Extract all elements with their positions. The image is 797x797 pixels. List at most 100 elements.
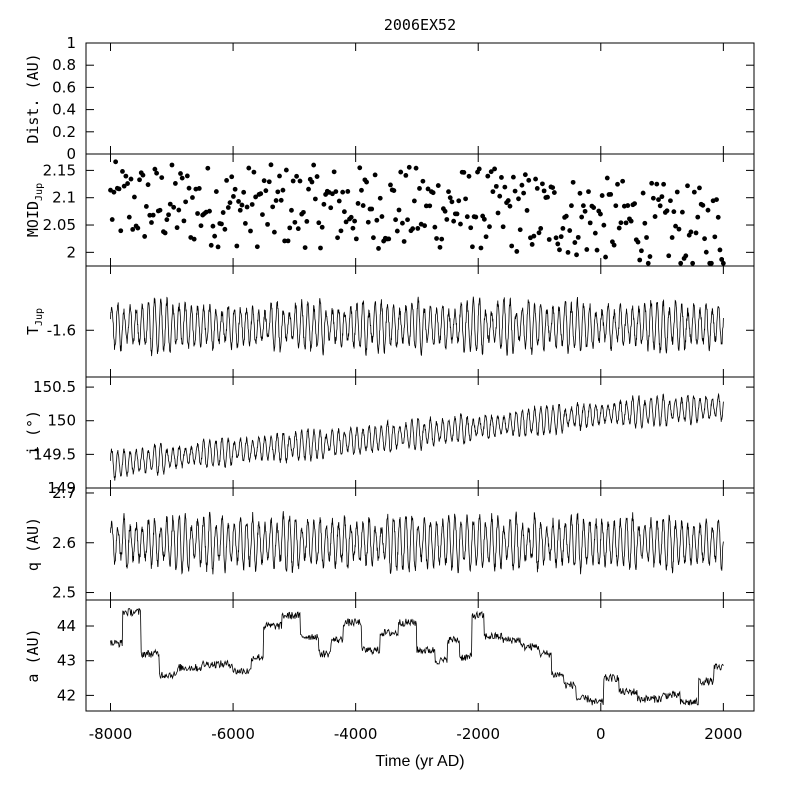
data-point: [309, 179, 315, 185]
data-point: [113, 159, 119, 165]
data-point: [555, 241, 561, 247]
data-point: [249, 202, 255, 207]
data-point: [150, 212, 156, 218]
data-point: [705, 207, 711, 213]
data-point: [120, 169, 125, 174]
y-tick-label-dist: 1: [66, 34, 76, 52]
data-point: [391, 188, 397, 193]
data-point: [306, 186, 311, 192]
y-tick-label-moid: 2.15: [43, 161, 76, 179]
panel-frame-dist: [85, 42, 755, 155]
data-point: [198, 223, 204, 229]
data-point: [656, 197, 661, 203]
data-point: [352, 218, 358, 224]
data-point: [444, 217, 450, 222]
data-point: [295, 226, 301, 232]
data-point: [579, 214, 585, 220]
y-axis-label-text: Dist. (AU): [24, 53, 42, 143]
data-point: [331, 169, 337, 175]
y-tick-label-dist: 0.2: [52, 123, 76, 141]
x-tick-label: -2000: [456, 725, 500, 743]
data-point: [483, 234, 489, 240]
data-point: [345, 189, 351, 194]
data-point: [464, 214, 470, 220]
data-point: [618, 220, 624, 226]
y-tick-label-incl: 149.5: [33, 445, 76, 463]
data-point: [109, 217, 115, 222]
data-point: [167, 201, 173, 207]
data-point: [415, 226, 421, 231]
data-point: [536, 230, 542, 236]
data-point: [403, 172, 409, 178]
data-point: [668, 198, 673, 204]
x-axis: -8000 -6000 -4000 -2000 0 2000: [89, 725, 743, 743]
data-point: [411, 198, 417, 204]
data-point: [253, 194, 259, 200]
data-point: [529, 242, 535, 247]
data-point: [219, 221, 224, 227]
data-point: [577, 190, 583, 196]
data-point: [304, 218, 310, 224]
data-point: [435, 183, 441, 188]
data-point: [283, 167, 289, 173]
data-point: [608, 192, 614, 197]
data-point: [207, 208, 212, 214]
data-point: [657, 203, 663, 209]
data-point: [423, 203, 429, 209]
data-point: [275, 189, 281, 195]
y-tick-label-a: 44: [57, 617, 76, 635]
x-tick-label: 0: [596, 725, 606, 743]
data-point: [574, 252, 579, 258]
data-point: [181, 218, 187, 224]
data-point: [456, 198, 462, 204]
data-point: [179, 175, 185, 181]
data-point: [297, 178, 303, 184]
data-point: [311, 162, 317, 168]
data-point: [492, 166, 498, 172]
data-point: [447, 195, 453, 201]
panel-frame-incl: [85, 376, 755, 489]
data-point: [432, 224, 438, 230]
data-point: [145, 182, 151, 188]
data-point: [534, 185, 540, 191]
y-tick-label-moid: 2: [66, 243, 76, 261]
y-tick-label-a: 42: [57, 686, 76, 704]
data-point: [488, 169, 494, 175]
data-point: [364, 179, 369, 185]
data-point: [691, 189, 697, 195]
data-point: [178, 171, 183, 176]
series-incl-line: [110, 392, 724, 481]
data-point: [237, 207, 243, 213]
y-tick-label-q: 2.7: [52, 484, 76, 502]
data-point: [497, 193, 503, 199]
data-point: [551, 190, 557, 195]
data-point: [644, 235, 649, 240]
data-point: [277, 173, 282, 179]
data-point: [196, 186, 202, 191]
data-point: [282, 238, 288, 244]
data-point: [336, 198, 342, 204]
data-point: [674, 189, 680, 195]
data-point: [183, 199, 189, 205]
data-point: [720, 260, 726, 266]
data-point: [714, 197, 719, 203]
data-point: [357, 165, 363, 171]
y-axis-label-text: a (AU): [24, 628, 42, 682]
data-point: [502, 184, 508, 190]
data-point: [565, 250, 571, 255]
data-point: [613, 203, 619, 209]
data-point: [254, 244, 260, 250]
data-point: [143, 204, 149, 209]
panel-q: 2.5 2.6 2.7 q (AU): [24, 484, 755, 602]
data-point: [261, 178, 267, 184]
data-point: [314, 174, 320, 179]
y-axis-label-incl: i (°): [24, 410, 42, 455]
data-point: [650, 195, 656, 201]
data-point: [140, 172, 146, 178]
data-point: [400, 220, 405, 226]
data-point: [632, 201, 637, 206]
chart-title: 2006EX52: [384, 16, 456, 34]
panels-layer: 0 0.2 0.4 0.6 0.8 1 Dist. (AU) 2 2.05 2.1 2.15 MOID…: [24, 34, 755, 712]
data-point: [647, 254, 653, 259]
